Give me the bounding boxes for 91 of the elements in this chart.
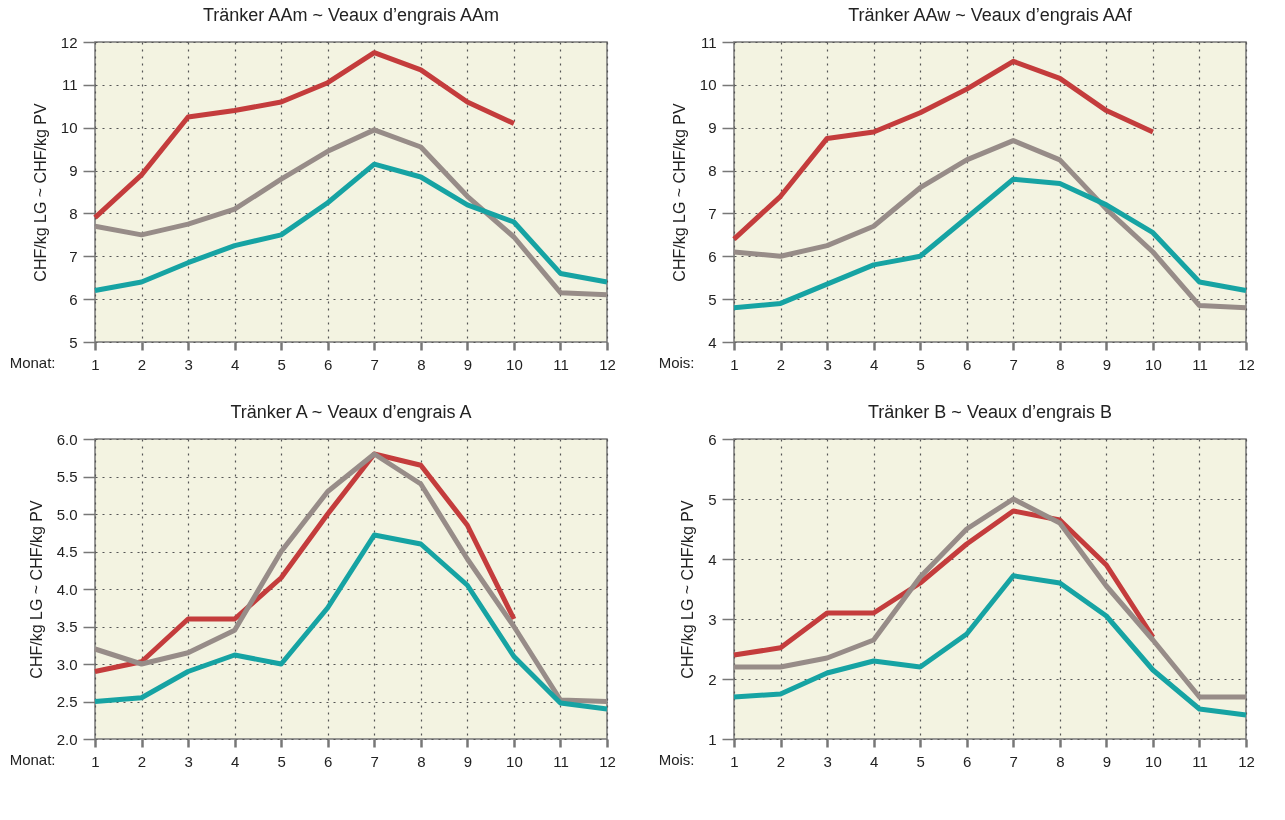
- y-axis-title: CHF/kg LG ~ CHF/kg PV: [679, 500, 697, 679]
- x-tick-label: 8: [1056, 355, 1065, 373]
- x-tick-label: 8: [417, 752, 426, 770]
- x-axis-title: Monat:: [9, 353, 56, 371]
- x-tick-label: 4: [230, 355, 240, 373]
- x-tick-label: 2: [137, 355, 147, 373]
- x-tick-label: 4: [869, 752, 879, 770]
- x-tick-label: 8: [1056, 752, 1065, 770]
- x-tick-label: 12: [1238, 355, 1255, 373]
- y-tick-label: 3.0: [56, 655, 78, 673]
- y-axis-title: CHF/kg LG ~ CHF/kg PV: [670, 103, 688, 282]
- y-tick-label: 5.0: [56, 505, 78, 523]
- x-tick-label: 11: [1192, 355, 1208, 373]
- x-tick-label: 2: [137, 752, 147, 770]
- x-tick-label: 12: [599, 752, 616, 770]
- y-tick-label: 8: [708, 162, 717, 180]
- y-tick-label: 6: [69, 290, 78, 308]
- x-tick-label: 6: [324, 355, 333, 373]
- y-tick-label: 12: [60, 33, 78, 51]
- x-tick-label: 3: [823, 355, 832, 373]
- y-tick-label: 6: [708, 430, 717, 448]
- y-tick-label: 1: [708, 730, 717, 748]
- x-tick-label: 8: [417, 355, 426, 373]
- x-tick-label: 3: [823, 752, 832, 770]
- y-tick-label: 4: [708, 333, 717, 351]
- x-tick-label: 9: [1102, 752, 1112, 770]
- x-tick-label: 1: [91, 355, 100, 373]
- x-axis-title: Monat:: [9, 750, 56, 768]
- x-tick-label: 10: [506, 752, 523, 770]
- chart-title: Tränker AAw ~ Veaux d’engrais AAf: [848, 5, 1133, 25]
- x-tick-label: 6: [963, 752, 972, 770]
- y-tick-label: 3: [708, 610, 717, 628]
- y-tick-label: 10: [699, 76, 717, 94]
- y-tick-label: 9: [708, 119, 717, 137]
- y-tick-label: 5.5: [56, 468, 78, 485]
- y-tick-label: 4.5: [56, 543, 78, 560]
- x-tick-label: 10: [1145, 752, 1162, 770]
- x-tick-label: 6: [963, 355, 972, 373]
- x-tick-label: 9: [463, 752, 473, 770]
- x-tick-label: 12: [1238, 752, 1255, 770]
- y-tick-label: 5: [708, 490, 717, 508]
- x-tick-label: 5: [277, 355, 286, 373]
- x-tick-label: 1: [730, 355, 739, 373]
- x-tick-label: 1: [730, 752, 739, 770]
- y-tick-label: 7: [708, 204, 717, 222]
- chart-title: Tränker AAm ~ Veaux d’engrais AAm: [203, 5, 499, 25]
- x-tick-label: 5: [916, 752, 925, 770]
- x-tick-label: 3: [184, 355, 193, 373]
- x-tick-label: 9: [463, 355, 473, 373]
- y-tick-label: 5: [69, 333, 78, 351]
- x-tick-label: 3: [184, 752, 193, 770]
- y-tick-label: 2.5: [56, 693, 78, 710]
- x-tick-label: 5: [277, 752, 286, 770]
- y-tick-label: 9: [69, 162, 78, 180]
- y-tick-label: 11: [700, 33, 717, 51]
- x-tick-label: 11: [1192, 752, 1208, 770]
- x-tick-label: 4: [869, 355, 879, 373]
- chart-title: Tränker B ~ Veaux d’engrais B: [868, 402, 1112, 422]
- y-tick-label: 2.0: [56, 730, 78, 748]
- x-tick-label: 1: [91, 752, 100, 770]
- y-tick-label: 3.5: [56, 618, 78, 635]
- x-axis-title: Mois:: [658, 750, 695, 768]
- y-tick-label: 5: [708, 290, 717, 308]
- x-axis-title: Mois:: [658, 353, 695, 371]
- x-tick-label: 7: [370, 752, 379, 770]
- chart-title: Tränker A ~ Veaux d’engrais A: [230, 402, 472, 422]
- x-tick-label: 11: [553, 752, 569, 770]
- x-tick-label: 11: [553, 355, 569, 373]
- y-tick-label: 6: [708, 247, 717, 265]
- y-tick-label: 4.0: [56, 580, 78, 598]
- x-tick-label: 7: [370, 355, 379, 373]
- x-tick-label: 6: [324, 752, 333, 770]
- y-tick-label: 6.0: [56, 430, 78, 448]
- x-tick-label: 7: [1009, 355, 1018, 373]
- x-tick-label: 7: [1009, 752, 1018, 770]
- y-tick-label: 10: [60, 119, 78, 137]
- x-tick-label: 10: [1145, 355, 1162, 373]
- x-tick-label: 9: [1102, 355, 1112, 373]
- y-tick-label: 2: [708, 670, 717, 688]
- y-tick-label: 7: [69, 247, 78, 265]
- x-tick-label: 10: [506, 355, 523, 373]
- x-tick-label: 5: [916, 355, 925, 373]
- x-tick-label: 12: [599, 355, 616, 373]
- y-tick-label: 8: [69, 204, 78, 222]
- y-tick-label: 11: [61, 76, 78, 94]
- x-tick-label: 4: [230, 752, 240, 770]
- y-tick-label: 4: [708, 550, 717, 568]
- y-axis-title: CHF/kg LG ~ CHF/kg PV: [31, 103, 49, 282]
- x-tick-label: 2: [776, 752, 786, 770]
- y-axis-title: CHF/kg LG ~ CHF/kg PV: [27, 500, 45, 679]
- x-tick-label: 2: [776, 355, 786, 373]
